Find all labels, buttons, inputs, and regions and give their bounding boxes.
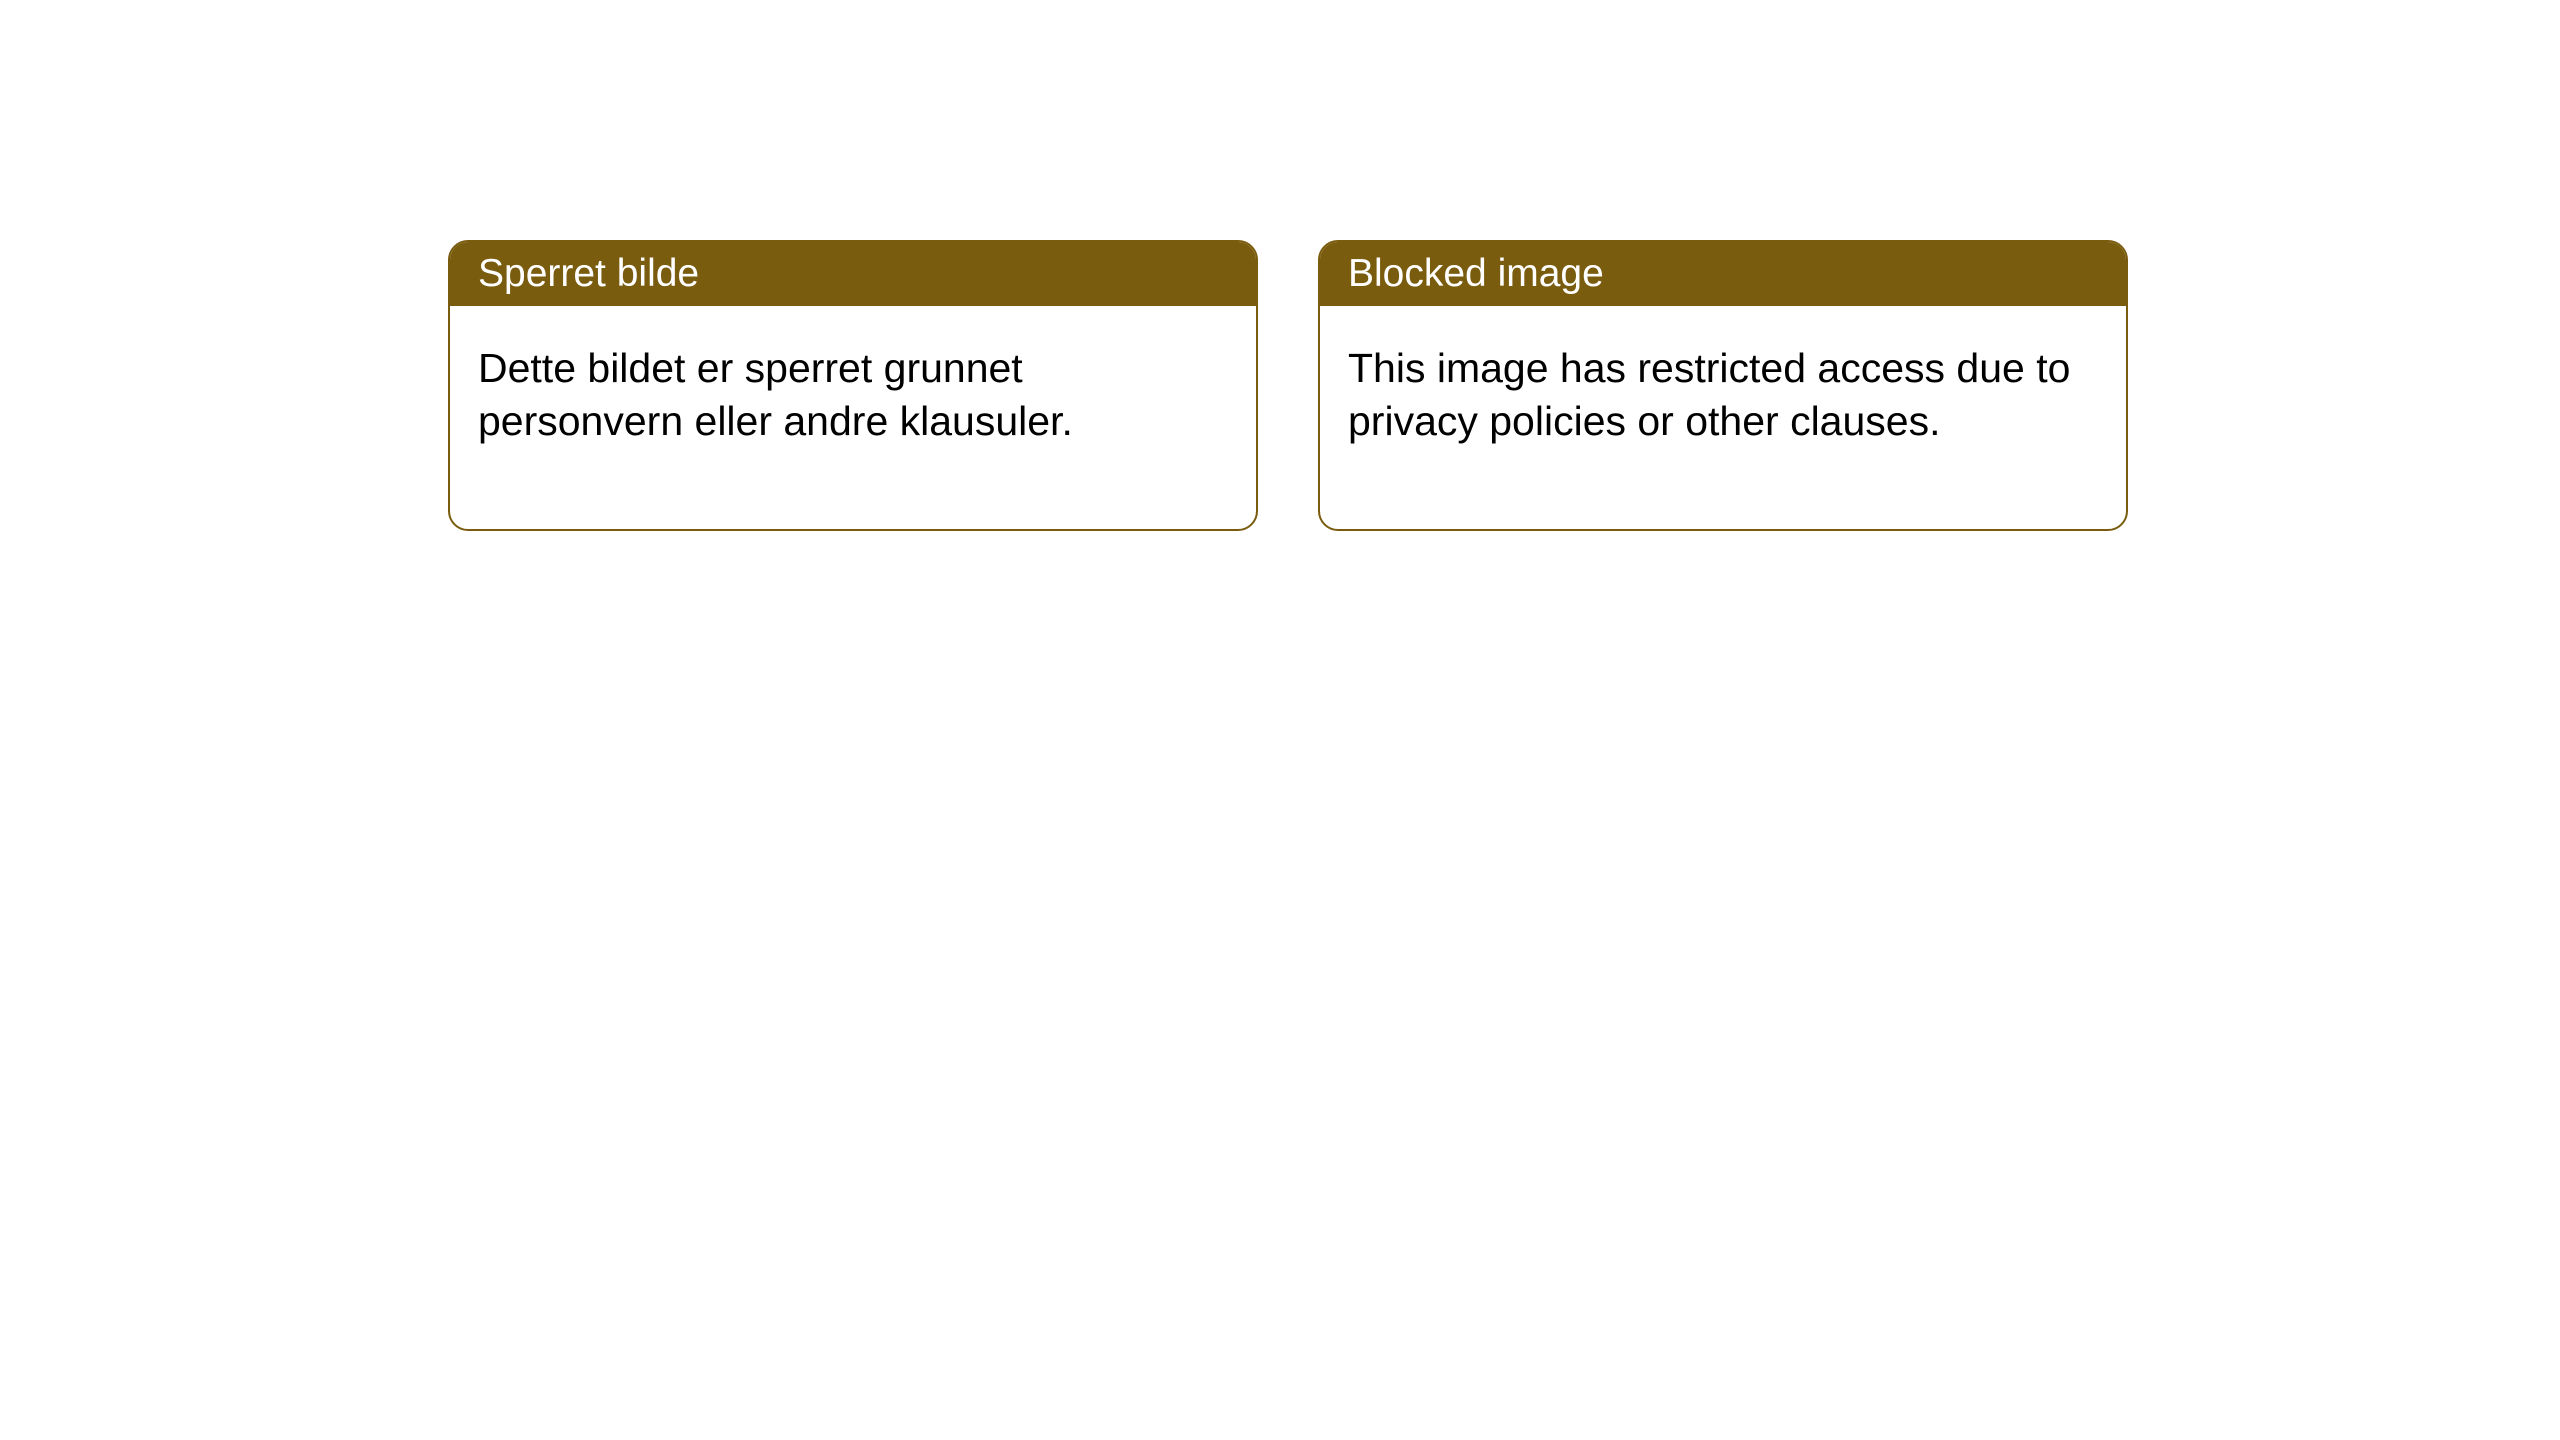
card-body-text-no: Dette bildet er sperret grunnet personve… [478, 345, 1073, 444]
card-body-en: This image has restricted access due to … [1320, 306, 2126, 529]
card-header-en: Blocked image [1320, 242, 2126, 306]
blocked-image-card-en: Blocked image This image has restricted … [1318, 240, 2128, 531]
card-title-en: Blocked image [1348, 252, 1604, 295]
card-header-no: Sperret bilde [450, 242, 1256, 306]
card-title-no: Sperret bilde [478, 252, 699, 295]
card-body-text-en: This image has restricted access due to … [1348, 345, 2070, 444]
blocked-image-card-no: Sperret bilde Dette bildet er sperret gr… [448, 240, 1258, 531]
card-body-no: Dette bildet er sperret grunnet personve… [450, 306, 1256, 529]
notice-cards-container: Sperret bilde Dette bildet er sperret gr… [448, 240, 2128, 531]
